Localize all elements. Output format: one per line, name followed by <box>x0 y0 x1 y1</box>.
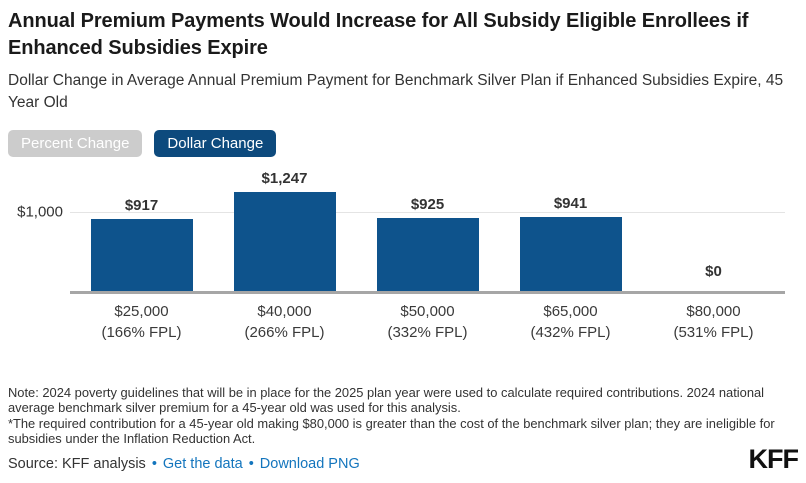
notes-block: Note: 2024 poverty guidelines that will … <box>8 385 796 447</box>
bar-value-label: $941 <box>553 194 588 212</box>
x-axis-income-label: $50,000 <box>400 302 455 320</box>
source-row: Source: KFF analysis • Get the data • Do… <box>8 456 796 472</box>
bar-slot: $0 <box>642 167 785 292</box>
get-the-data-link[interactable]: Get the data <box>162 455 243 472</box>
x-axis-labels: $25,000 (166% FPL) $40,000 (266% FPL) $50,00… <box>70 301 785 343</box>
bar-value-label: $925 <box>410 195 445 213</box>
bar-chart: $1,000 $917 $1,247 $925 $941 $0 $25,000 (166%… <box>8 167 796 343</box>
x-axis-fpl-label: (332% FPL) <box>387 323 468 341</box>
download-png-link[interactable]: Download PNG <box>259 455 360 472</box>
kff-logo: KFF <box>748 444 799 474</box>
x-axis-line <box>70 290 785 294</box>
bar-slot: $1,247 <box>213 167 356 292</box>
footnote-text: *The required contribution for a 45-year… <box>8 415 775 447</box>
x-axis-income-label: $80,000 <box>686 302 741 320</box>
bar[interactable] <box>90 218 193 292</box>
source-text: Source: KFF analysis <box>8 455 146 472</box>
bar-slot: $925 <box>356 167 499 292</box>
note-text: Note: 2024 poverty guidelines that will … <box>8 384 765 416</box>
bar[interactable] <box>519 216 622 292</box>
x-axis-income-label: $25,000 <box>114 302 169 320</box>
bar-value-label: $1,247 <box>261 169 308 187</box>
plot-area: $1,000 $917 $1,247 $925 $941 $0 <box>8 167 796 294</box>
x-axis-income-label: $65,000 <box>543 302 598 320</box>
bullet-separator: • <box>151 455 157 472</box>
x-axis-fpl-label: (166% FPL) <box>101 323 182 341</box>
dollar-change-toggle[interactable]: Dollar Change <box>154 129 277 157</box>
bar-value-label: $0 <box>705 262 722 280</box>
chart-subtitle: Dollar Change in Average Annual Premium … <box>8 72 784 111</box>
x-axis-income-label: $40,000 <box>257 302 312 320</box>
x-axis-fpl-label: (432% FPL) <box>530 323 611 341</box>
x-axis-category: $80,000 (531% FPL) <box>642 301 785 343</box>
x-axis-category: $40,000 (266% FPL) <box>213 301 356 343</box>
bar-slot: $917 <box>70 167 213 292</box>
bar[interactable] <box>233 191 336 292</box>
bars-area: $917 $1,247 $925 $941 $0 <box>70 167 785 292</box>
bar-slot: $941 <box>499 167 642 292</box>
x-axis-fpl-label: (266% FPL) <box>244 323 325 341</box>
percent-change-toggle[interactable]: Percent Change <box>8 129 143 157</box>
chart-title: Annual Premium Payments Would Increase f… <box>8 10 749 59</box>
gridline-1000 <box>70 211 785 213</box>
x-axis-fpl-label: (531% FPL) <box>673 323 754 341</box>
x-axis-category: $25,000 (166% FPL) <box>70 301 213 343</box>
x-axis-category: $50,000 (332% FPL) <box>356 301 499 343</box>
bullet-separator: • <box>248 455 254 472</box>
bar[interactable] <box>376 217 479 292</box>
y-axis-tick-label: $1,000 <box>17 203 63 221</box>
view-toggle-group: Percent Change Dollar Change <box>8 129 796 157</box>
bar-value-label: $917 <box>124 196 159 214</box>
x-axis-category: $65,000 (432% FPL) <box>499 301 642 343</box>
